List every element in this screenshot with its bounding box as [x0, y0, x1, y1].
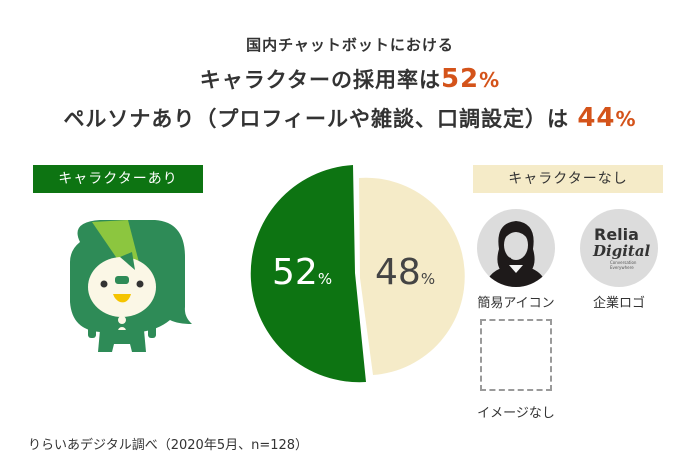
title-line-3: ペルソナあり（プロフィールや雑談、口調設定）は 44% — [0, 103, 700, 133]
logo-tagline-1: Conversation — [610, 260, 637, 265]
source-note: りらいあデジタル調べ（2020年5月、n=128） — [28, 438, 309, 453]
persona-rate-unit: % — [615, 107, 637, 131]
pie-label-with: 52% — [272, 252, 332, 293]
pie-chart — [240, 160, 470, 390]
no-image-placeholder — [480, 319, 552, 391]
persona-rate-value: 44% — [577, 103, 636, 133]
title-line-1: 国内チャットボットにおける — [246, 36, 454, 54]
logo-text-digital: Digital — [593, 242, 651, 260]
mascot-character-icon — [60, 212, 200, 362]
pie-value-without: 48 — [375, 252, 421, 293]
logo-tagline: Conversation Everywhere — [610, 260, 636, 270]
company-logo-caption: 企業ロゴ — [592, 296, 645, 311]
pie-label-without: 48% — [375, 252, 435, 293]
title-line-2-text: キャラクターの採用率は — [199, 68, 441, 92]
pie-slice-with-character — [250, 165, 366, 383]
pie-value-with: 52 — [272, 252, 318, 293]
simple-icon-caption: 簡易アイコン — [477, 296, 555, 311]
adoption-rate-value: 52% — [441, 64, 500, 94]
with-character-label: キャラクターあり — [33, 165, 203, 193]
pie-unit-without: % — [420, 270, 436, 288]
title-line-2: キャラクターの採用率は52% — [0, 64, 700, 94]
persona-rate-number: 44 — [577, 103, 616, 133]
title-line-3-text: ペルソナあり（プロフィールや雑談、口調設定）は — [63, 107, 578, 131]
no-image-caption: イメージなし — [477, 406, 555, 421]
without-character-label: キャラクターなし — [473, 165, 663, 193]
adoption-rate-unit: % — [479, 68, 501, 92]
logo-text-relia: Relia — [594, 225, 639, 244]
pie-slice-without-character — [359, 177, 465, 375]
company-logo: Relia Digital Conversation Everywhere — [580, 209, 658, 287]
adoption-rate-number: 52 — [440, 64, 480, 94]
operator-headset-icon — [477, 209, 555, 287]
logo-tagline-2: Everywhere — [610, 265, 634, 270]
pie-unit-with: % — [317, 270, 333, 288]
